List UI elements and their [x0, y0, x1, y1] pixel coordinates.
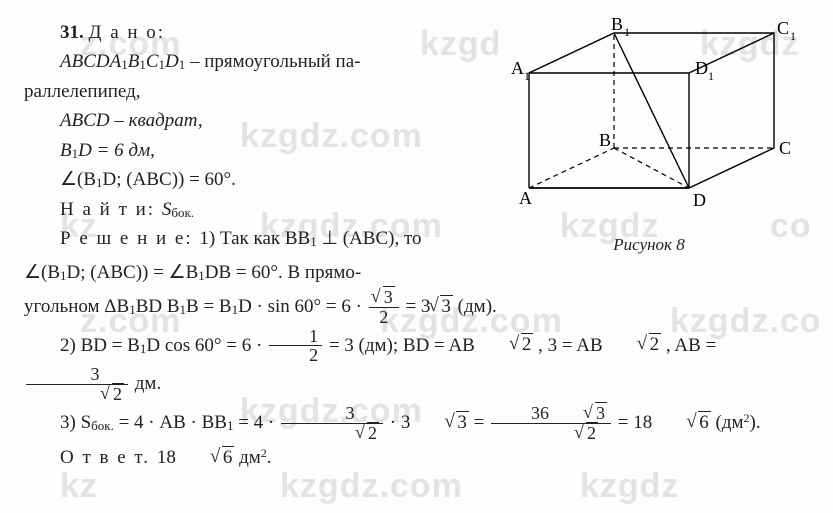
svg-text:D: D — [693, 190, 706, 210]
given-line-4: ∠(B1D; (ABC)) = 60°. — [24, 165, 489, 194]
given-line-3: B1D = 6 дм, — [24, 136, 489, 165]
solution-2: 2) BD = B1D cos 60° = 6 · 12 = 3 (дм); B… — [24, 327, 809, 405]
figure-cuboid: A B C D A1 B1 C1 D1 — [499, 18, 799, 228]
svg-text:1: 1 — [624, 25, 630, 39]
given-line-1: ABCDA1B1C1D1 – прямоугольный па- — [24, 47, 489, 76]
svg-text:B: B — [599, 130, 611, 150]
svg-text:1: 1 — [524, 69, 530, 83]
given-label: Д а н о: — [89, 22, 166, 43]
given-line-1b: раллелепипед, — [24, 77, 489, 106]
given-line-2: ABCD – квадрат, — [24, 106, 489, 135]
svg-text:C: C — [777, 18, 789, 38]
svg-text:1: 1 — [790, 29, 796, 43]
find-line: Н а й т и: Sбок. — [24, 195, 489, 224]
figure-caption: Рисунок 8 — [489, 232, 809, 258]
svg-text:A: A — [519, 188, 532, 208]
problem-number: 31. — [60, 22, 84, 43]
solution-1c: ∠(B1D; (ABC)) = ∠B1DB = 60°. В прямо- — [24, 258, 809, 287]
answer-line: О т в е т. 186 дм2. — [24, 443, 809, 472]
solution-1d: угольном ΔB1BD B1B = B1D · sin 60° = 6 ·… — [24, 288, 809, 327]
svg-text:D: D — [695, 58, 708, 78]
solution-3: 3) Sбок. = 4 · AB · BB1 = 4 · 32 · 33 = … — [24, 404, 809, 443]
svg-text:B: B — [611, 18, 623, 34]
svg-text:A: A — [511, 58, 524, 78]
given-block: 31. Д а н о: — [24, 18, 489, 47]
svg-text:C: C — [779, 138, 791, 158]
solution-1a: Р е ш е н и е: 1) Так как BB1 ⊥ (ABC), т… — [24, 224, 489, 253]
svg-text:1: 1 — [708, 69, 714, 83]
